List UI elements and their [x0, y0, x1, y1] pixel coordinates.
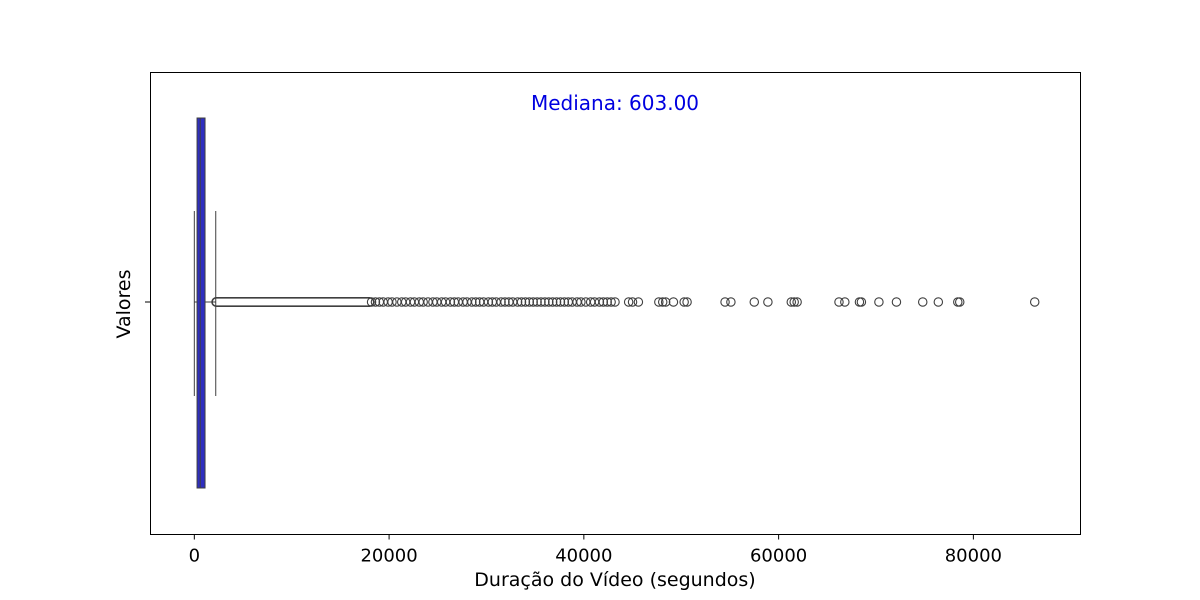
- outlier-point: [500, 297, 510, 307]
- outlier-point: [528, 297, 538, 307]
- outlier-point: [840, 297, 850, 307]
- x-tick-label: 20000: [360, 546, 417, 567]
- box-plot: [193, 117, 217, 489]
- outlier-point: [749, 297, 760, 307]
- outlier-point: [544, 297, 554, 307]
- outlier-point: [834, 297, 844, 307]
- x-tick-label: 80000: [945, 546, 1002, 567]
- dense-outlier-band: [211, 296, 375, 307]
- outlier-point: [520, 297, 531, 307]
- y-axis-title: Valores: [113, 269, 135, 338]
- x-tick-label: 0: [189, 546, 200, 567]
- outlier-point: [551, 297, 562, 307]
- outlier-point: [789, 297, 799, 307]
- outlier-point: [623, 297, 634, 307]
- interquartile-box: [196, 117, 206, 489]
- outlier-point: [933, 297, 944, 307]
- outlier-point: [512, 297, 523, 307]
- outlier-point: [496, 297, 506, 307]
- outlier-point: [516, 297, 527, 307]
- x-axis: 0 20000 40000 60000 80000: [189, 534, 1002, 567]
- outlier-point: [657, 297, 668, 307]
- outlier-point: [786, 297, 797, 307]
- outlier-point: [954, 297, 965, 307]
- outlier-point: [668, 297, 679, 307]
- outlier-point: [559, 297, 570, 307]
- outlier-point: [536, 297, 546, 307]
- outlier-point: [917, 297, 928, 307]
- outlier-point: [581, 297, 591, 307]
- outlier-point: [720, 297, 730, 307]
- outlier-point: [602, 297, 612, 307]
- outlier-point: [555, 297, 566, 307]
- outlier-point: [1029, 297, 1040, 307]
- outlier-point: [792, 297, 802, 307]
- outlier-point: [594, 297, 605, 307]
- outlier-point: [387, 297, 397, 307]
- outlier-point: [576, 297, 586, 307]
- outlier-point: [660, 297, 671, 307]
- outlier-point: [445, 297, 456, 307]
- outlier-point: [483, 297, 494, 307]
- x-tick-label: 40000: [555, 546, 612, 567]
- outlier-point: [953, 297, 963, 307]
- outlier-point: [633, 297, 644, 307]
- outlier-point: [467, 297, 477, 307]
- plot-frame: [150, 72, 1081, 535]
- outlier-point: [423, 297, 433, 307]
- x-tick-label: 60000: [750, 546, 807, 567]
- outlier-point: [854, 297, 865, 307]
- outlier-point: [606, 297, 616, 307]
- median-annotation: Mediana: 603.00: [531, 91, 699, 115]
- outlier-point: [524, 297, 535, 307]
- outlier-point: [627, 297, 638, 307]
- x-axis-title: Duração do Vídeo (segundos): [474, 569, 755, 591]
- outlier-point: [547, 297, 558, 307]
- outlier-point: [763, 297, 773, 307]
- outlier-point: [598, 297, 609, 307]
- outlier-point: [471, 297, 481, 307]
- outlier-point: [366, 297, 377, 307]
- outlier-point: [891, 297, 902, 307]
- outlier-point: [726, 297, 736, 307]
- outlier-point: [654, 297, 664, 307]
- outlier-point: [418, 297, 428, 307]
- outlier-point: [679, 297, 689, 307]
- outlier-point: [540, 297, 550, 307]
- outlier-point: [682, 297, 692, 307]
- outlier-point: [370, 297, 381, 307]
- outlier-point: [874, 297, 884, 307]
- outlier-point: [856, 297, 867, 307]
- outlier-point: [610, 297, 620, 307]
- outlier-point: [532, 297, 542, 307]
- outlier-point: [392, 297, 402, 307]
- outlier-points: [366, 297, 1040, 307]
